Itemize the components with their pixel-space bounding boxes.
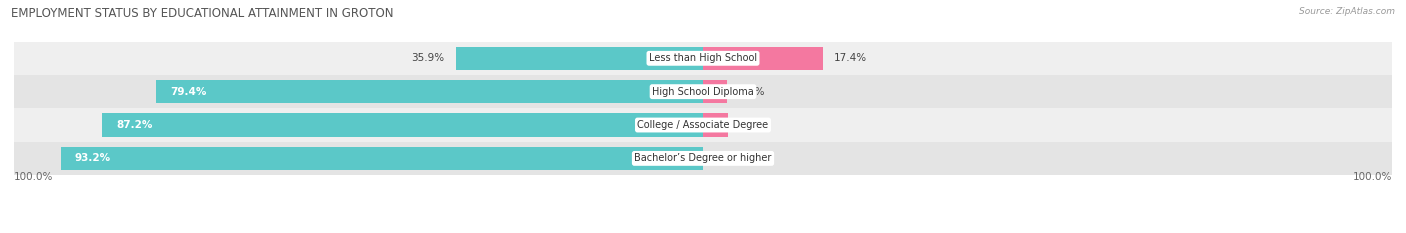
Text: 17.4%: 17.4%	[834, 53, 868, 63]
Text: 79.4%: 79.4%	[170, 87, 207, 97]
Bar	[14, 108, 1392, 142]
Text: College / Associate Degree: College / Associate Degree	[637, 120, 769, 130]
Text: 35.9%: 35.9%	[412, 53, 444, 63]
Text: 87.2%: 87.2%	[117, 120, 152, 130]
Bar	[103, 113, 703, 137]
Bar	[156, 80, 703, 103]
Bar	[703, 80, 727, 103]
Text: EMPLOYMENT STATUS BY EDUCATIONAL ATTAINMENT IN GROTON: EMPLOYMENT STATUS BY EDUCATIONAL ATTAINM…	[11, 7, 394, 20]
Bar	[703, 47, 823, 70]
Bar	[703, 113, 728, 137]
Bar	[456, 47, 703, 70]
Text: 93.2%: 93.2%	[75, 153, 111, 163]
Bar	[14, 75, 1392, 108]
Text: 0.0%: 0.0%	[714, 153, 741, 163]
Text: 3.7%: 3.7%	[740, 120, 766, 130]
Text: High School Diploma: High School Diploma	[652, 87, 754, 97]
Bar	[60, 147, 703, 170]
Bar	[14, 42, 1392, 75]
Text: Bachelor’s Degree or higher: Bachelor’s Degree or higher	[634, 153, 772, 163]
Text: 100.0%: 100.0%	[14, 172, 53, 182]
Text: 100.0%: 100.0%	[1353, 172, 1392, 182]
Text: Less than High School: Less than High School	[650, 53, 756, 63]
Text: Source: ZipAtlas.com: Source: ZipAtlas.com	[1299, 7, 1395, 16]
Text: 3.5%: 3.5%	[738, 87, 765, 97]
Bar	[14, 142, 1392, 175]
